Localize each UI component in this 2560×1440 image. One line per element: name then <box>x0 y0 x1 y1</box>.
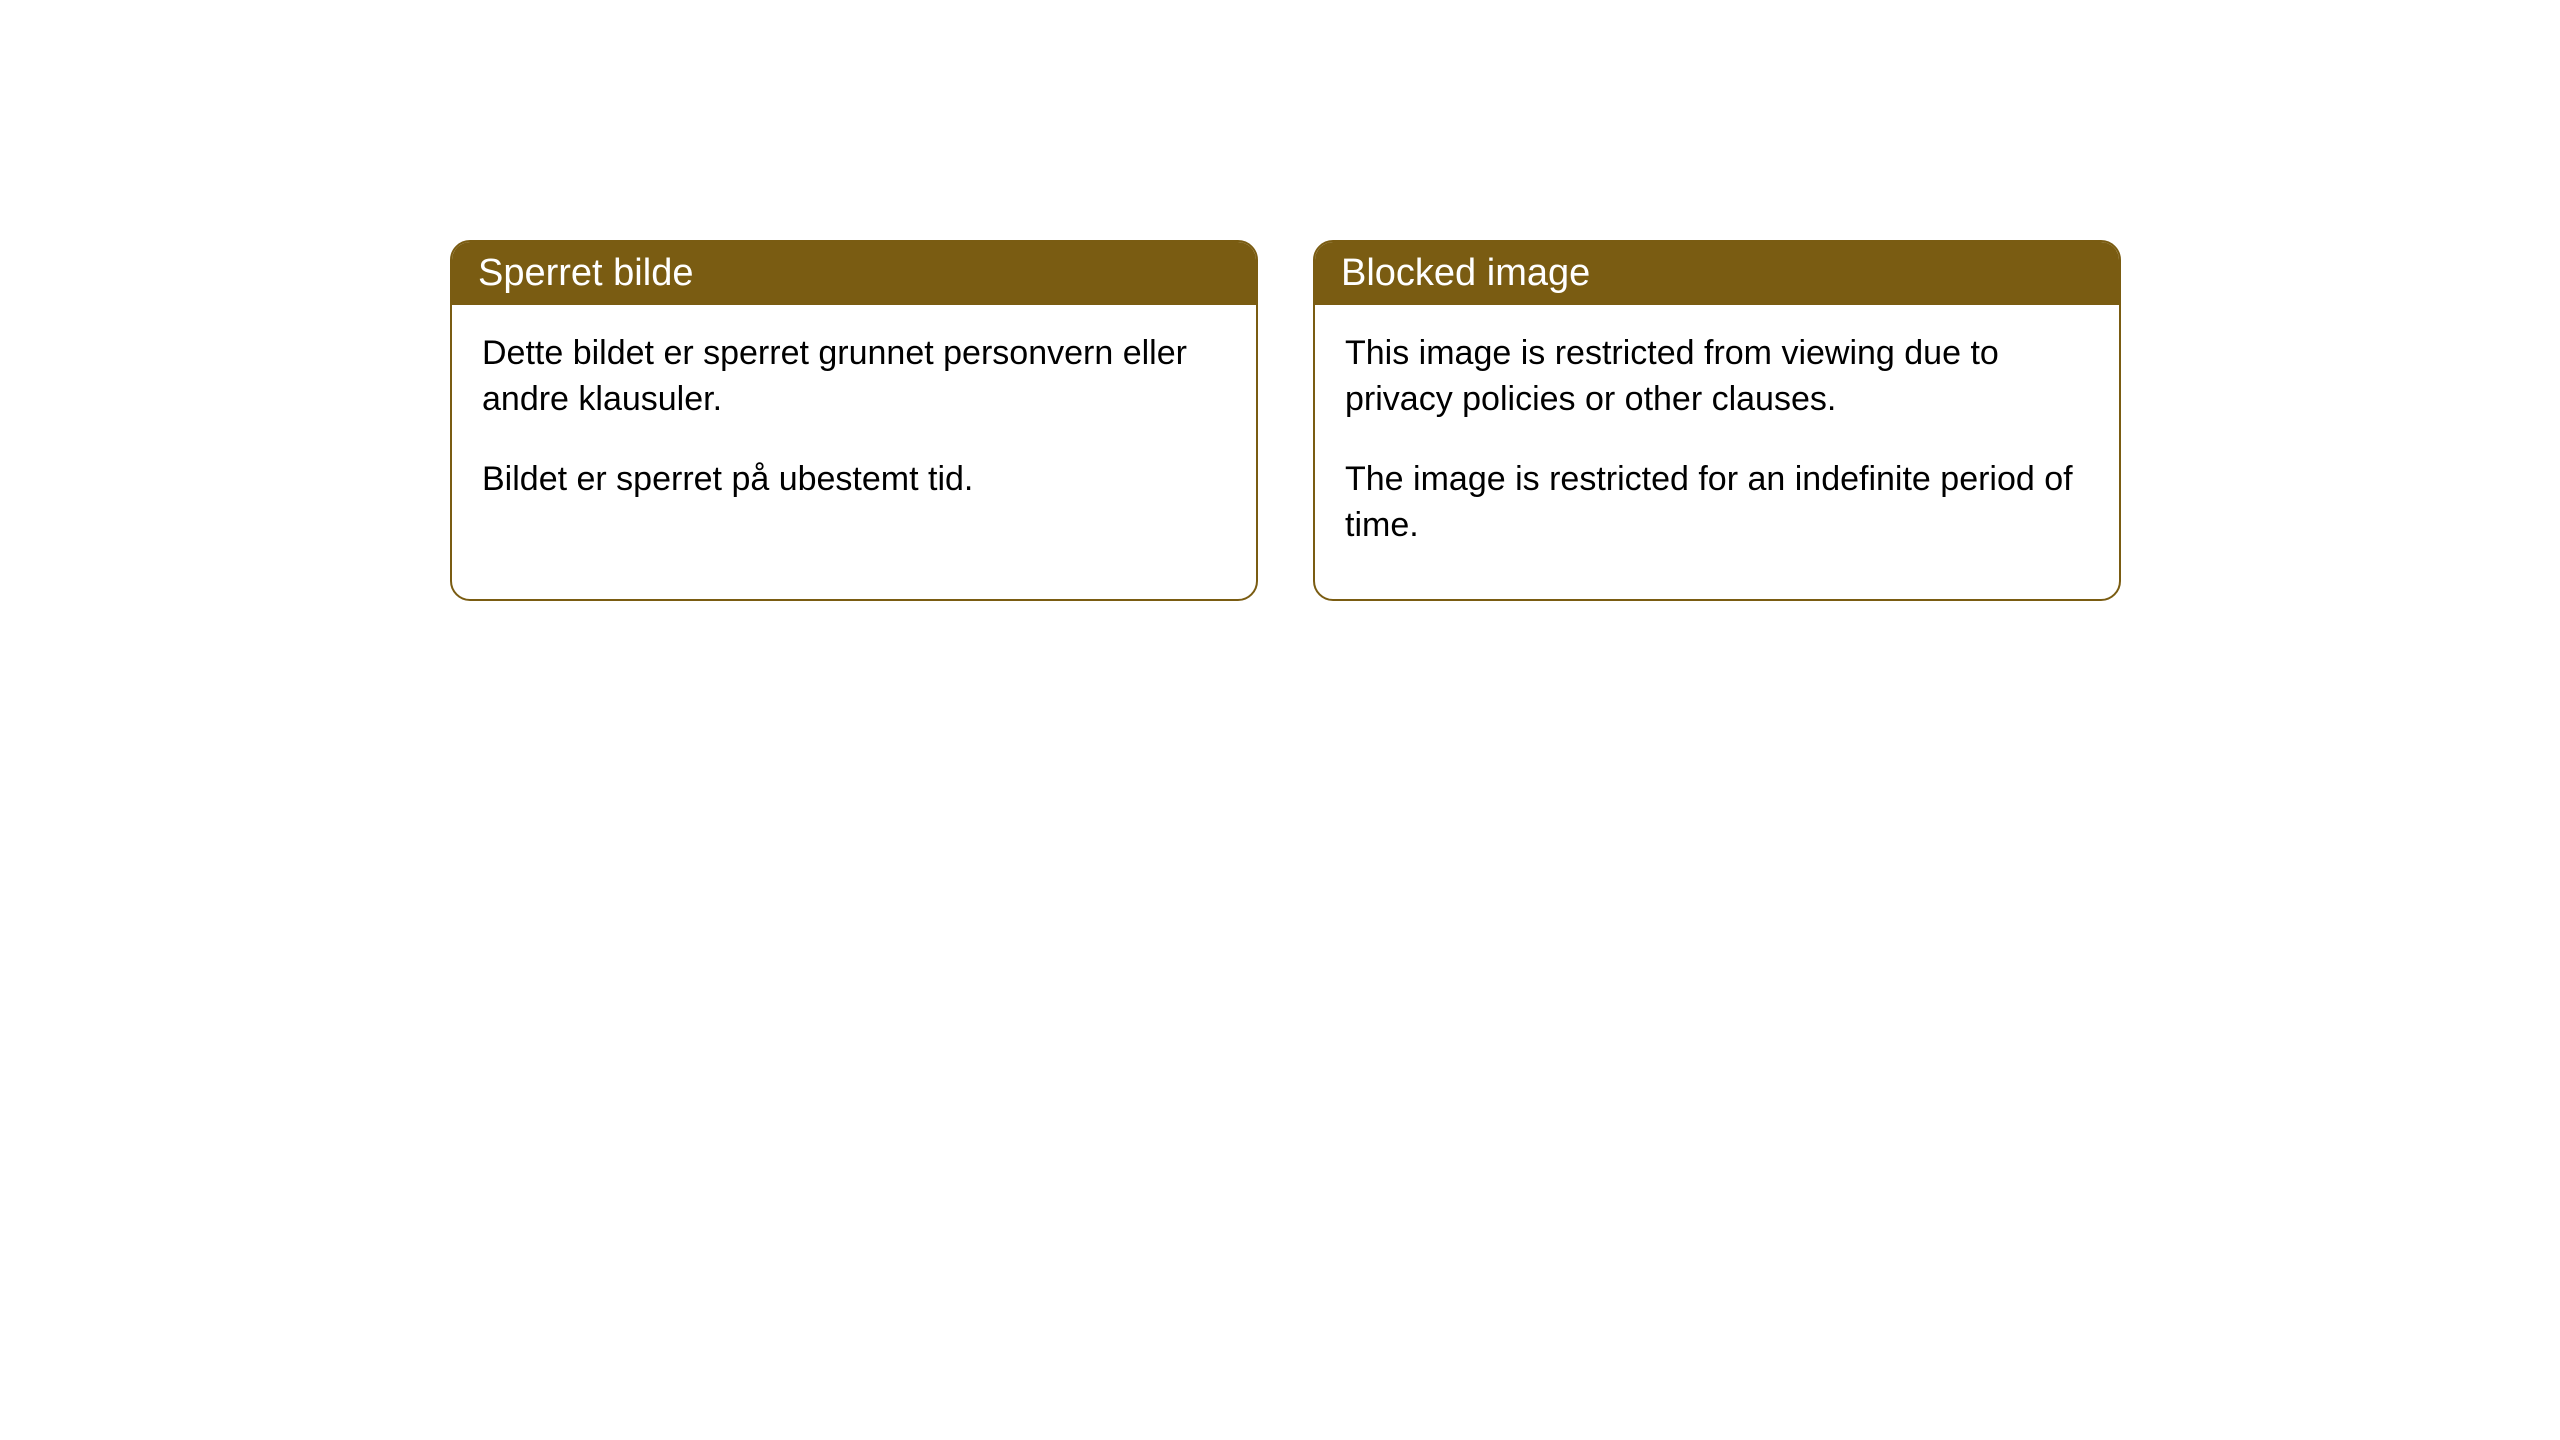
cards-container: Sperret bilde Dette bildet er sperret gr… <box>450 240 2121 601</box>
card-body-en: This image is restricted from viewing du… <box>1315 305 2119 599</box>
card-paragraph-1-en: This image is restricted from viewing du… <box>1345 331 2089 423</box>
card-header-en: Blocked image <box>1315 242 2119 305</box>
blocked-image-card-en: Blocked image This image is restricted f… <box>1313 240 2121 601</box>
card-paragraph-1-no: Dette bildet er sperret grunnet personve… <box>482 331 1226 423</box>
card-header-no: Sperret bilde <box>452 242 1256 305</box>
card-paragraph-2-en: The image is restricted for an indefinit… <box>1345 457 2089 549</box>
blocked-image-card-no: Sperret bilde Dette bildet er sperret gr… <box>450 240 1258 601</box>
card-body-no: Dette bildet er sperret grunnet personve… <box>452 305 1256 553</box>
card-paragraph-2-no: Bildet er sperret på ubestemt tid. <box>482 457 1226 503</box>
